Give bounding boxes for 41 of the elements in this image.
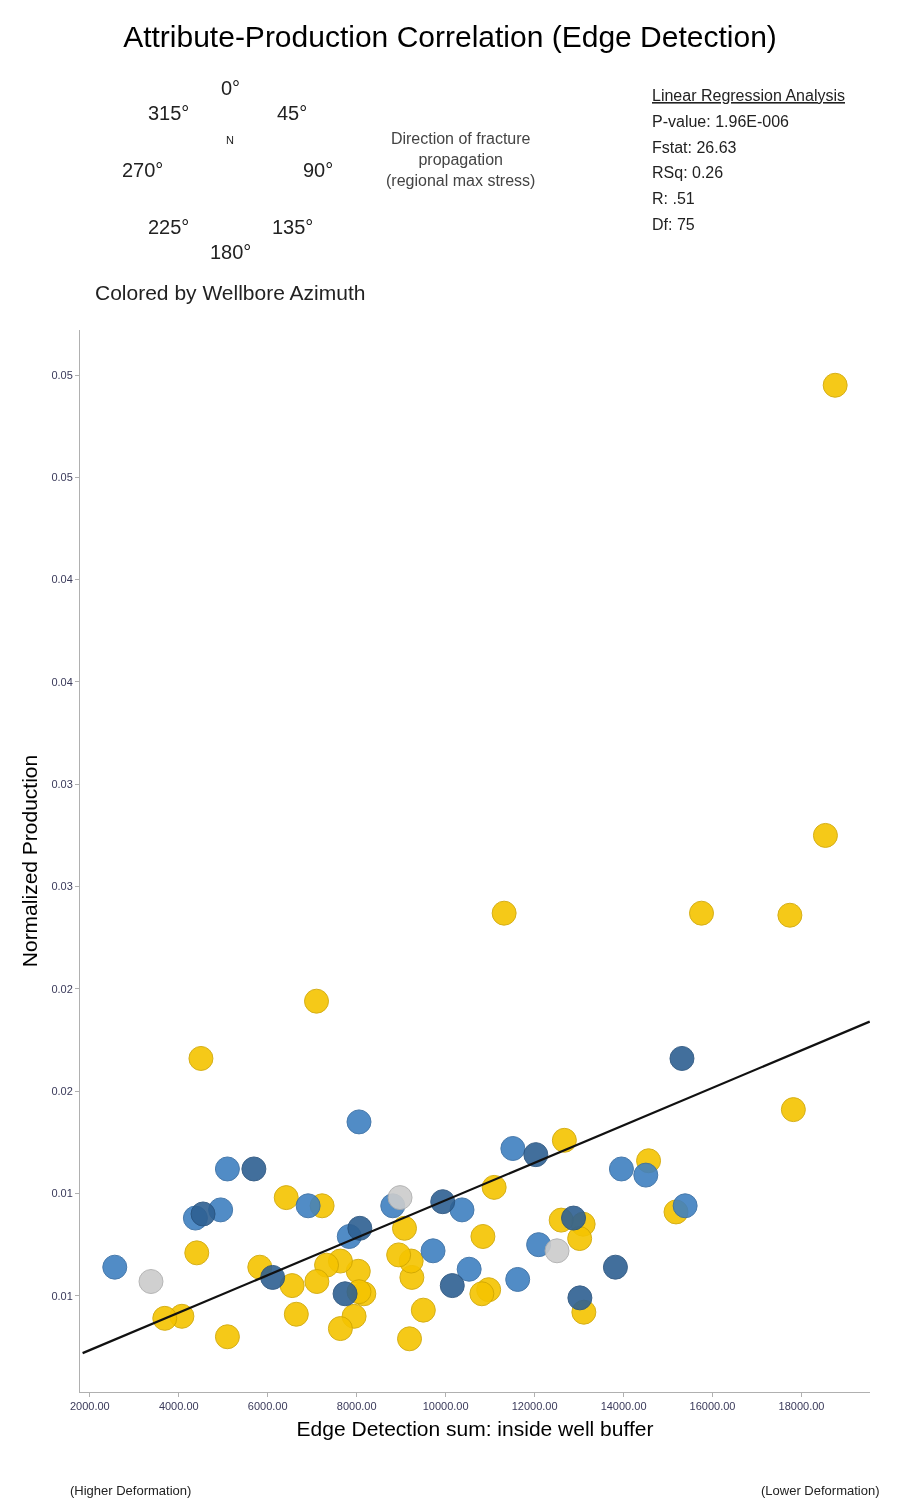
text: 45°	[277, 102, 308, 124]
y-tick-label: 0.01	[51, 1187, 73, 1200]
y-tick-label: 0.04	[51, 675, 73, 688]
y-tick-label: 0.05	[51, 471, 73, 484]
text: R: .51	[652, 190, 695, 207]
y-tick-label: 0.04	[51, 573, 73, 586]
y-tick-label: 0.01	[51, 1289, 73, 1302]
x-tick-label: 4000.00	[158, 1400, 199, 1413]
text: 315°	[148, 102, 190, 124]
y-tick-label: 0.05	[51, 368, 73, 381]
text: Fstat: 26.63	[652, 139, 737, 156]
text: Direction of fracture propagation (regional max stress)	[386, 130, 536, 189]
text: 180°	[210, 241, 252, 263]
x-tick-label: 2000.00	[69, 1400, 110, 1413]
y-tick-label: 0.03	[51, 778, 73, 791]
text: 0°	[221, 77, 241, 99]
text: Colored by Wellbore Azimuth	[95, 281, 366, 304]
text: P-value: 1.96E-006	[652, 113, 790, 130]
text: N	[226, 134, 234, 146]
y-tick-label: 0.02	[51, 982, 73, 995]
text: RSq: 0.26	[652, 164, 724, 181]
text: (Lower Deformation)	[761, 1483, 880, 1498]
text: (Higher Deformation)	[70, 1483, 192, 1498]
text: 225°	[148, 216, 190, 238]
text: Linear Regression Analysis	[652, 87, 845, 104]
x-tick-label: 6000.00	[247, 1400, 288, 1413]
y-tick-label: 0.03	[51, 880, 73, 893]
x-axis-title: Edge Detection sum: inside well buffer	[296, 1417, 654, 1441]
x-tick-label: 16000.00	[689, 1400, 736, 1413]
y-tick-label: 0.02	[51, 1085, 73, 1098]
text: 270°	[122, 159, 164, 181]
x-tick-label: 18000.00	[778, 1400, 825, 1413]
text: Df: 75	[652, 216, 695, 233]
x-tick-label: 10000.00	[422, 1400, 469, 1413]
chart-title: Attribute-Production Correlation (Edge Detection)	[123, 19, 777, 53]
x-tick-label: 12000.00	[511, 1400, 558, 1413]
text: 90°	[303, 159, 334, 181]
text: 135°	[272, 216, 314, 238]
y-axis-title: Normalized Production	[17, 754, 41, 968]
x-tick-label: 14000.00	[600, 1400, 647, 1413]
x-tick-label: 8000.00	[336, 1400, 377, 1413]
